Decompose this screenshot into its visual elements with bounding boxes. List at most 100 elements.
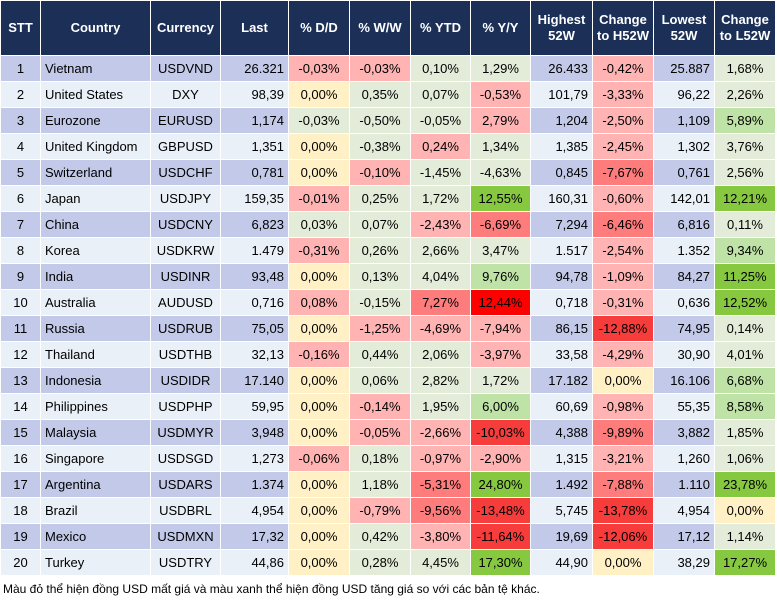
table-row: 14 Philippines USDPHP 59,95 0,00% -0,14% 1,95%… (0, 393, 776, 420)
cell-currency: USDSGD (150, 445, 221, 472)
cell-high: 17.182 (530, 367, 593, 394)
cell-currency: USDMXN (150, 523, 221, 550)
cell-ytd: 2,66% (410, 237, 471, 264)
cell-high: 1.492 (530, 471, 593, 498)
footnote: Màu đỏ thể hiện đồng USD mất giá và màu … (3, 582, 540, 596)
cell-country: India (40, 263, 151, 290)
cell-chh: -0,42% (592, 55, 654, 82)
cell-country: Argentina (40, 471, 151, 498)
column-header: Last (220, 0, 289, 56)
cell-high: 1,204 (530, 107, 593, 134)
cell-yy: -4,63% (470, 159, 531, 186)
cell-ytd: 4,04% (410, 263, 471, 290)
cell-dd: -0,01% (288, 185, 350, 212)
cell-last: 26.321 (220, 55, 289, 82)
cell-dd: 0,03% (288, 211, 350, 238)
cell-last: 98,39 (220, 81, 289, 108)
cell-high: 160,31 (530, 185, 593, 212)
cell-ytd: -2,66% (410, 419, 471, 446)
cell-ytd: -4,69% (410, 315, 471, 342)
cell-yy: 12,44% (470, 289, 531, 316)
cell-yy: 6,00% (470, 393, 531, 420)
cell-chh: -2,45% (592, 133, 654, 160)
cell-last: 1,273 (220, 445, 289, 472)
cell-currency: USDARS (150, 471, 221, 498)
exchange-rate-table: STT Country Currency Last% D/D% W/W% YTD% Y… (0, 0, 776, 576)
cell-ytd: 7,27% (410, 289, 471, 316)
cell-yy: -11,64% (470, 523, 531, 550)
cell-dd: 0,00% (288, 471, 350, 498)
cell-ww: 0,42% (349, 523, 411, 550)
cell-high: 26.433 (530, 55, 593, 82)
cell-last: 1.374 (220, 471, 289, 498)
cell-yy: 2,79% (470, 107, 531, 134)
cell-ytd: -3,80% (410, 523, 471, 550)
cell-ytd: 0,07% (410, 81, 471, 108)
column-header: Country (40, 0, 151, 56)
cell-high: 1,385 (530, 133, 593, 160)
cell-dd: 0,00% (288, 263, 350, 290)
cell-last: 4,954 (220, 497, 289, 524)
cell-stt: 3 (0, 107, 41, 134)
cell-stt: 9 (0, 263, 41, 290)
cell-currency: USDMYR (150, 419, 221, 446)
cell-yy: 24,80% (470, 471, 531, 498)
cell-country: Vietnam (40, 55, 151, 82)
table-row: 15 Malaysia USDMYR 3,948 0,00% -0,05% -2,66% -1… (0, 419, 776, 446)
cell-yy: 17,30% (470, 549, 531, 576)
cell-stt: 18 (0, 497, 41, 524)
column-header: % D/D (288, 0, 350, 56)
cell-stt: 4 (0, 133, 41, 160)
cell-chh: -4,29% (592, 341, 654, 368)
cell-high: 60,69 (530, 393, 593, 420)
cell-chl: 17,27% (714, 549, 776, 576)
cell-ww: 0,07% (349, 211, 411, 238)
cell-country: Singapore (40, 445, 151, 472)
column-header: Change to H52W (592, 0, 654, 56)
cell-stt: 12 (0, 341, 41, 368)
cell-ww: -0,14% (349, 393, 411, 420)
cell-yy: 3,47% (470, 237, 531, 264)
table-row: 7 China USDCNY 6,823 0,03% 0,07% -2,43% -6,69% 7… (0, 211, 776, 238)
table-row: 12 Thailand USDTHB 32,13 -0,16% 0,44% 2,06% -3,… (0, 341, 776, 368)
cell-yy: -3,97% (470, 341, 531, 368)
cell-low: 0,761 (653, 159, 715, 186)
cell-country: Thailand (40, 341, 151, 368)
cell-low: 1,302 (653, 133, 715, 160)
cell-stt: 6 (0, 185, 41, 212)
cell-yy: 1,29% (470, 55, 531, 82)
table-row: 13 Indonesia USDIDR 17.140 0,00% 0,06% 2,82% 1,… (0, 367, 776, 394)
cell-low: 30,90 (653, 341, 715, 368)
cell-chl: 5,89% (714, 107, 776, 134)
cell-currency: USDTHB (150, 341, 221, 368)
cell-chh: -1,09% (592, 263, 654, 290)
cell-ytd: -1,45% (410, 159, 471, 186)
cell-chh: -9,89% (592, 419, 654, 446)
cell-ytd: 2,06% (410, 341, 471, 368)
cell-chh: -3,21% (592, 445, 654, 472)
cell-chh: -0,60% (592, 185, 654, 212)
cell-high: 94,78 (530, 263, 593, 290)
cell-stt: 19 (0, 523, 41, 550)
cell-low: 142,01 (653, 185, 715, 212)
cell-ww: -0,79% (349, 497, 411, 524)
cell-currency: DXY (150, 81, 221, 108)
cell-last: 17,32 (220, 523, 289, 550)
table-row: 20 Turkey USDTRY 44,86 0,00% 0,28% 4,45% 17,30%… (0, 549, 776, 576)
cell-dd: 0,00% (288, 159, 350, 186)
cell-low: 25.887 (653, 55, 715, 82)
cell-country: Turkey (40, 549, 151, 576)
cell-low: 4,954 (653, 497, 715, 524)
cell-dd: 0,00% (288, 497, 350, 524)
table-row: 8 Korea USDKRW 1.479 -0,31% 0,26% 2,66% 3,47% 1.… (0, 237, 776, 264)
cell-high: 101,79 (530, 81, 593, 108)
cell-stt: 17 (0, 471, 41, 498)
cell-dd: -0,03% (288, 55, 350, 82)
cell-last: 1,174 (220, 107, 289, 134)
cell-last: 75,05 (220, 315, 289, 342)
cell-country: Malaysia (40, 419, 151, 446)
cell-chh: 0,00% (592, 549, 654, 576)
cell-chl: 11,25% (714, 263, 776, 290)
table-row: 4 United Kingdom GBPUSD 1,351 0,00% -0,38% 0,2… (0, 133, 776, 160)
cell-last: 93,48 (220, 263, 289, 290)
